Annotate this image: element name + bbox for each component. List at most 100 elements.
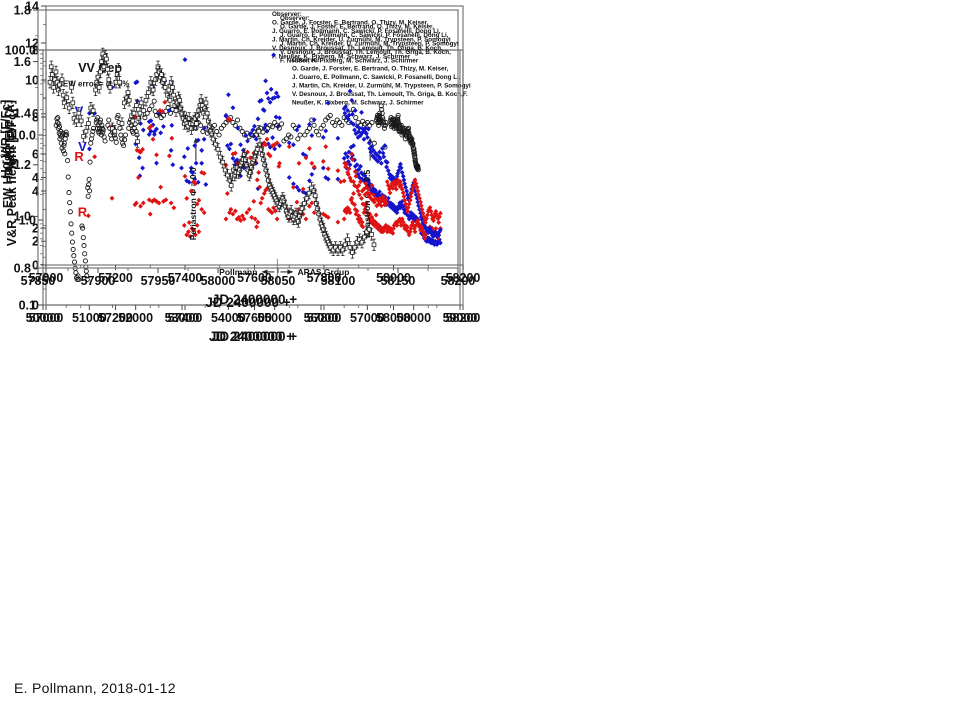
svg-text:V. Desnoux, J. Broussat, Th. L: V. Desnoux, J. Broussat, Th. Lemoult, Th…: [280, 49, 451, 56]
svg-text:56000: 56000: [304, 311, 339, 325]
svg-text:50000: 50000: [26, 311, 61, 325]
svg-text:2: 2: [32, 221, 39, 235]
svg-text:J. Martin, Ch. Kreider, U. Zur: J. Martin, Ch. Kreider, U. Zurmühl, M. T…: [280, 41, 459, 48]
svg-text:58150: 58150: [381, 274, 416, 288]
svg-text:JD 2400000 +: JD 2400000 +: [212, 329, 297, 344]
svg-text:57200: 57200: [98, 311, 133, 325]
author-signature: E. Pollmann, 2018-01-12: [14, 680, 176, 696]
svg-text:JD 2400000 +: JD 2400000 +: [212, 292, 297, 307]
series-V: [87, 90, 443, 247]
svg-text:52000: 52000: [118, 311, 153, 325]
svg-text:1.4: 1.4: [14, 107, 31, 121]
svg-text:J. Guarro, E. Pollmann, C. Saw: J. Guarro, E. Pollmann, C. Sawicki, P. F…: [280, 32, 449, 39]
svg-text:55000: 55000: [257, 311, 292, 325]
svg-text:57900: 57900: [81, 274, 116, 288]
svg-text:57800: 57800: [307, 311, 342, 325]
svg-text:1.8: 1.8: [14, 3, 31, 17]
svg-text:57600: 57600: [237, 271, 272, 285]
svg-text:0.1: 0.1: [19, 298, 36, 312]
x-axis: 57000 57200 57400 57600 57800 58000 58200: [29, 265, 480, 285]
y-axis: 0.1 1.0 10.0 100.0: [5, 43, 43, 312]
svg-text:54000: 54000: [211, 311, 246, 325]
svg-text:6: 6: [32, 107, 39, 121]
x-axis: 57850 57900 57950 58000 58050 58100 58150 58200: [21, 268, 476, 288]
svg-text:57600: 57600: [237, 311, 272, 325]
svg-text:53000: 53000: [165, 311, 200, 325]
x-axis: 50000 51000 52000 53000 54000 55000 56000 57000…: [26, 305, 478, 325]
svg-text:O. Garde, J. Forster, E. Bertr: O. Garde, J. Forster, E. Bertrand, O. Th…: [272, 20, 429, 27]
svg-text:Pollmann: Pollmann: [219, 267, 257, 277]
svg-text:58000: 58000: [376, 311, 411, 325]
observer-list: Observer:O. Garde, J. Forster, E. Bertra…: [292, 57, 471, 107]
svg-text:Observer:: Observer:: [272, 11, 302, 18]
svg-text:1.0: 1.0: [19, 213, 36, 227]
svg-text:59000: 59000: [443, 311, 478, 325]
svg-text:V. Desnoux, J. Broussat, Th. L: V. Desnoux, J. Broussat, Th. Lemoult, Th…: [272, 45, 443, 52]
svg-text:ARAS Group: ARAS Group: [297, 267, 349, 277]
observer-list: Observer: O. Garde, J. Foster, E. Bertran…: [280, 15, 459, 65]
svg-text:O. Garde, J. Foster, E. Bertra: O. Garde, J. Foster, E. Bertrand, O. Thi…: [280, 24, 434, 31]
svg-text:4: 4: [32, 184, 39, 198]
svg-text:6: 6: [32, 147, 39, 161]
series-V/R: [47, 47, 377, 259]
svg-text:R: R: [78, 205, 88, 220]
svg-text:J. Guarro, E. Pollmann, C. Saw: J. Guarro, E. Pollmann, C. Sawicki, P. F…: [292, 74, 461, 81]
svg-text:8: 8: [32, 43, 39, 57]
svg-text:0: 0: [32, 298, 39, 312]
x-axis: 57000 57200 57400 57600 57800 58000 58200: [29, 305, 480, 325]
svg-text:58200: 58200: [446, 271, 480, 285]
svg-text:J. Martin, Ch. Kreider, U. Zur: J. Martin, Ch. Kreider, U. Zurmühl, M. T…: [292, 83, 471, 90]
svg-text:0.8: 0.8: [14, 261, 31, 275]
svg-text:1.2: 1.2: [14, 158, 31, 172]
svg-text:51000: 51000: [72, 311, 107, 325]
svg-text:100.0: 100.0: [5, 43, 36, 57]
svg-text:Hα V/R [F/Fc]: Hα V/R [F/Fc]: [0, 100, 13, 179]
svg-text:58000: 58000: [396, 311, 431, 325]
svg-text:58200: 58200: [441, 274, 476, 288]
svg-text:57000: 57000: [29, 271, 64, 285]
svg-text:57200: 57200: [98, 271, 133, 285]
svg-text:V. Desnoux, J. Broussat, Th. L: V. Desnoux, J. Broussat, Th. Lemoult, Th…: [292, 91, 468, 98]
vr-peak-height-plot: 57000 57200 57400 57600 57800 58000 5820002468…: [5, 43, 480, 344]
svg-text:F. Neußer, K. Pixberg, M. Schw: F. Neußer, K. Pixberg, M. Schwarz, J. Sc…: [280, 58, 419, 65]
svg-text:Apastron Φ = 0.5: Apastron Φ = 0.5: [362, 169, 372, 237]
svg-text:J. Guarro, E. Pollmann, C. Saw: J. Guarro, E. Pollmann, C. Sawicki, P. F…: [272, 28, 441, 35]
observer-list: Observer: O. Garde, J. Forster, E. Bertra…: [272, 11, 451, 61]
svg-text:F. Neußer, K. Pixberg, M. Schw: F. Neußer, K. Pixberg, M. Schwarz, J. Sc…: [272, 54, 411, 61]
svg-text:Periastron Φ = 0.0: Periastron Φ = 0.0: [188, 167, 198, 240]
svg-text:12: 12: [25, 36, 39, 50]
svg-text:57000: 57000: [29, 311, 64, 325]
y-axis: 0.8 1.0 1.2 1.4 1.6 1.8: [14, 3, 38, 275]
halpha-vr-ratio-plot: 57850 57900 57950 58000 58050 58100 58150 58200…: [0, 3, 476, 310]
svg-text:0: 0: [32, 258, 39, 272]
svg-text:V&R Peak height [F/Fc]: V&R Peak height [F/Fc]: [5, 109, 19, 247]
group-divider-annotation: Pollmann ARAS Group: [219, 258, 349, 285]
svg-text:57850: 57850: [21, 274, 56, 288]
svg-text:57400: 57400: [168, 311, 203, 325]
chart-vr-peak-height: 57000 57200 57400 57600 57800 58000 58200 0 2 4 6 8…: [0, 0, 480, 360]
svg-text:O. Garde, J. Forster, E. Bertr: O. Garde, J. Forster, E. Bertrand, O. Th…: [292, 66, 449, 73]
svg-text:57950: 57950: [141, 274, 176, 288]
svg-text:57000: 57000: [350, 311, 385, 325]
svg-text:EW Hα [Å]: EW Hα [Å]: [0, 147, 15, 208]
svg-text:Neußer, K. Pixberg, M. Schwarz: Neußer, K. Pixberg, M. Schwarz, J. Schir…: [292, 100, 424, 107]
svg-text:V&R EW [A]: V&R EW [A]: [3, 100, 17, 171]
svg-text:58100: 58100: [321, 274, 356, 288]
svg-text:58200: 58200: [446, 311, 480, 325]
svg-text:4: 4: [32, 171, 39, 185]
svg-text:58000: 58000: [201, 274, 236, 288]
svg-text:57400: 57400: [168, 271, 203, 285]
svg-text:J. Martin, Ch. Kreider, U. Zur: J. Martin, Ch. Kreider, U. Zurmühl, M. T…: [272, 37, 451, 44]
chart-halpha-vr-ratio: 57850 57900 57950 58000 58050 58100 58150 58200…: [0, 0, 480, 360]
svg-text:1.6: 1.6: [14, 55, 31, 69]
ew-halpha-plot: 50000 51000 52000 53000 54000 55000 56000 57000…: [0, 43, 478, 344]
svg-text:58000: 58000: [376, 271, 411, 285]
svg-text:10.0: 10.0: [12, 128, 36, 142]
svg-text:1.0: 1.0: [14, 210, 31, 224]
svg-text:8: 8: [32, 110, 39, 124]
chart-ew-halpha: 50000 51000 52000 53000 54000 55000 56000 57000…: [0, 0, 480, 360]
svg-text:JD 2400000 +: JD 2400000 +: [209, 329, 294, 344]
svg-text:58050: 58050: [261, 274, 296, 288]
svg-text:R: R: [74, 149, 84, 164]
